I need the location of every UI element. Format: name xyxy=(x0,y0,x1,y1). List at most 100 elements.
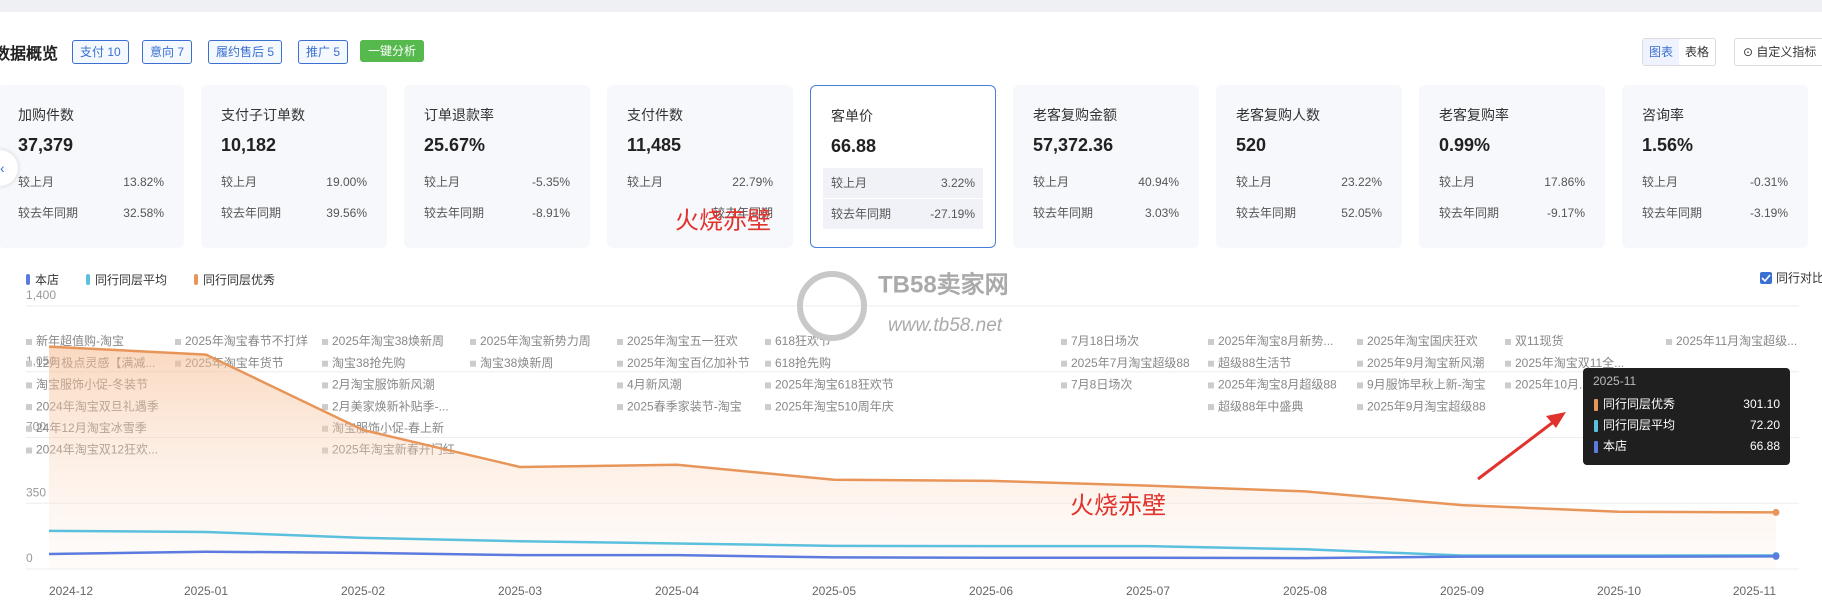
x-tick-label: 2025-10 xyxy=(1597,584,1641,598)
event-label: 2025年10月... xyxy=(1515,378,1589,392)
legend-label: 本店 xyxy=(35,273,59,287)
event-marker xyxy=(1505,339,1511,345)
end-dot xyxy=(1772,508,1780,516)
event-marker xyxy=(1357,339,1363,345)
end-dot xyxy=(1772,552,1780,560)
card-title: 老客复购率 xyxy=(1439,107,1509,123)
metric-card[interactable]: 支付件数 11,485 较上月 22.79% 较去年同期 xyxy=(607,85,793,248)
card-row: 较上月 40.94% xyxy=(1025,167,1187,197)
event-label: 2025年淘宝8月新势... xyxy=(1218,333,1333,348)
card-value: 520 xyxy=(1236,135,1267,155)
event-marker xyxy=(322,360,328,367)
view-chart[interactable]: 图表 xyxy=(1643,39,1680,65)
event-marker xyxy=(765,404,771,411)
event-label: 2025年11月淘宝超级... xyxy=(1676,333,1797,348)
metric-card[interactable]: 客单价 66.88 较上月 3.22% 较去年同期 -27.19% xyxy=(810,85,996,248)
legend-swatch xyxy=(194,274,199,285)
event-marker xyxy=(765,382,771,389)
card-row: 较去年同期 -8.91% xyxy=(416,198,578,228)
row-label: 较去年同期 xyxy=(221,206,282,220)
card-value: 25.67% xyxy=(424,135,486,155)
row-label: 较上月 xyxy=(221,175,258,189)
card-row: 较去年同期 -9.17% xyxy=(1431,198,1593,228)
event-marker xyxy=(470,360,476,367)
event-label: 2025年淘宝新势力周 xyxy=(480,333,591,348)
event-marker xyxy=(322,339,328,345)
event-label: 2025年淘宝国庆狂欢 xyxy=(1367,333,1478,348)
watermark: 火烧赤壁 xyxy=(1070,492,1166,519)
event-label: 2025年淘宝双11全... xyxy=(1515,355,1624,370)
event-label: 618抢先购 xyxy=(775,355,831,370)
tooltip: 2025-11 同行同层优秀 301.10 同行同层平均 72.20 本店 66.88 xyxy=(1583,368,1790,465)
event-marker xyxy=(26,447,32,454)
row-label: 较上月 xyxy=(1439,175,1476,189)
tooltip-swatch xyxy=(1594,420,1598,432)
arrow-head xyxy=(1546,412,1566,428)
x-tick-label: 2025-04 xyxy=(655,584,699,598)
metric-card[interactable]: 订单退款率 25.67% 较上月 -5.35% 较去年同期 -8.91% xyxy=(404,85,590,248)
x-tick-label: 2024-12 xyxy=(49,584,93,598)
card-row: 较去年同期 -27.19% xyxy=(823,199,983,229)
tag[interactable]: 推广 5 xyxy=(298,40,349,64)
top-bar xyxy=(0,0,1822,12)
event-marker xyxy=(1208,360,1214,367)
row-value: 17.86% xyxy=(1544,175,1585,189)
event-marker xyxy=(1208,382,1214,389)
row-label: 较上月 xyxy=(1642,175,1679,189)
event-marker xyxy=(1208,339,1214,345)
x-tick-label: 2025-11 xyxy=(1733,584,1776,598)
card-row: 较上月 3.22% xyxy=(823,168,983,198)
event-label: 2025年淘宝春节不打烊 xyxy=(185,334,308,348)
metric-card[interactable]: 老客复购人数 520 较上月 23.22% 较去年同期 52.05% xyxy=(1216,85,1402,248)
event-label: 2月美家焕新补贴季-... xyxy=(332,398,449,413)
row-label: 较上月 xyxy=(18,175,55,189)
event-marker xyxy=(1666,339,1672,345)
card-value: 10,182 xyxy=(221,135,277,155)
view-table[interactable]: 表格 xyxy=(1685,45,1710,59)
metric-card[interactable]: 咨询率 1.56% 较上月 -0.31% 较去年同期 -3.19% xyxy=(1622,85,1808,248)
row-label: 较去年同期 xyxy=(424,206,485,220)
event-label: 2025年淘宝510周年庆 xyxy=(775,399,894,413)
event-label: 双11现货 xyxy=(1515,333,1563,348)
card-row: 较去年同期 52.05% xyxy=(1228,198,1390,228)
tag[interactable]: 支付 10 xyxy=(72,40,129,64)
event-label: 4月新风潮 xyxy=(627,377,682,392)
event-marker xyxy=(765,339,771,345)
custom-metrics[interactable]: ⊙ 自定义指标 xyxy=(1734,38,1822,66)
row-label: 较去年同期 xyxy=(1439,206,1500,220)
tooltip-name: 本店 xyxy=(1603,439,1627,453)
x-tick-label: 2025-09 xyxy=(1440,584,1484,598)
tag[interactable]: 意向 7 xyxy=(142,40,193,64)
event-label: 2025年9月淘宝超级88 xyxy=(1367,398,1486,413)
card-title: 老客复购金额 xyxy=(1033,107,1117,123)
row-label: 较上月 xyxy=(424,175,461,189)
prev-arrow[interactable]: ‹ xyxy=(0,150,18,186)
event-label: 7月8日场次 xyxy=(1071,378,1132,392)
event-label: 2025年淘宝618狂欢节 xyxy=(775,377,894,392)
event-label: 淘宝38焕新周 xyxy=(480,355,553,370)
card-row: 较去年同期 39.56% xyxy=(213,198,375,228)
y-tick-label: 0 xyxy=(26,551,33,565)
row-label: 较上月 xyxy=(831,176,868,190)
event-marker xyxy=(26,425,32,432)
event-label: 2025年9月淘宝新风潮 xyxy=(1367,355,1484,370)
metric-card[interactable]: 老客复购金额 57,372.36 较上月 40.94% 较去年同期 3.03% xyxy=(1013,85,1199,248)
tag[interactable]: 履约售后 5 xyxy=(208,40,283,64)
event-label: 2月淘宝服饰新风潮 xyxy=(332,377,435,392)
view-switch: 图表 表格 xyxy=(1642,38,1717,66)
metric-card[interactable]: 支付子订单数 10,182 较上月 19.00% 较去年同期 39.56% xyxy=(201,85,387,248)
event-marker xyxy=(617,404,623,411)
analyze-button[interactable]: 一键分析 xyxy=(360,40,425,62)
card-row: 较上月 -5.35% xyxy=(416,167,578,197)
metric-card[interactable]: 老客复购率 0.99% 较上月 17.86% 较去年同期 -9.17% xyxy=(1419,85,1605,248)
card-row: 较上月 -0.31% xyxy=(1634,167,1796,197)
compare-checkbox[interactable] xyxy=(1760,272,1772,284)
row-value: 39.56% xyxy=(326,206,367,220)
metric-card[interactable]: 加购件数 37,379 较上月 13.82% 较去年同期 32.58% xyxy=(0,85,184,248)
card-title: 咨询率 xyxy=(1642,107,1684,123)
tooltip-value: 72.20 xyxy=(1750,418,1780,432)
watermark-logo xyxy=(797,271,867,341)
event-label: 新年超值购-淘宝 xyxy=(36,333,124,348)
event-marker xyxy=(1061,339,1067,345)
